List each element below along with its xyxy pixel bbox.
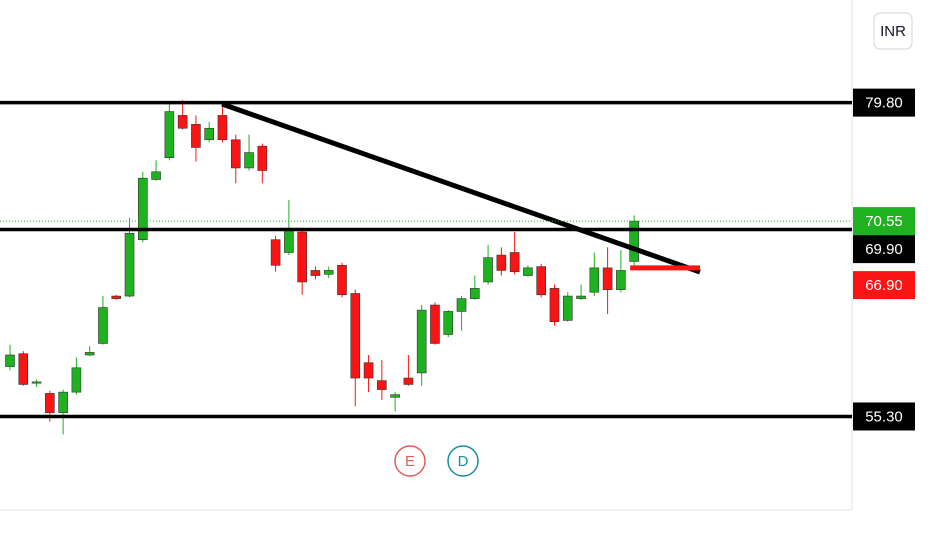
level-label: 55.30 [865, 408, 903, 425]
level-box [853, 235, 915, 264]
candle-body [45, 393, 55, 413]
candle-body [616, 270, 626, 290]
candle-body [230, 139, 241, 169]
candle-body [5, 354, 15, 367]
level-box [853, 402, 915, 431]
candle-body [509, 252, 520, 273]
alert-box [853, 271, 915, 300]
event-label: D [458, 453, 469, 470]
candles [5, 100, 639, 435]
candle-body [363, 362, 374, 379]
candle-body [284, 229, 294, 253]
candle-body [151, 171, 161, 180]
candle-body [323, 270, 334, 275]
candle-body [483, 257, 493, 283]
trend-line[interactable] [221, 101, 701, 275]
candle-body [111, 295, 122, 299]
candle-body [270, 239, 281, 266]
candle-body [523, 267, 533, 276]
alert-label: 66.90 [865, 277, 903, 294]
candle-body [536, 266, 547, 296]
level-label: 69.90 [865, 241, 903, 258]
candle-body [191, 124, 201, 148]
candle-body [310, 270, 321, 276]
candle-body [377, 380, 387, 390]
candle-body [629, 220, 639, 262]
candle-body [602, 267, 613, 290]
candle-body [496, 254, 507, 271]
level-box [853, 88, 915, 117]
candle-body [18, 353, 29, 385]
candle-body [350, 293, 361, 379]
candle-body [443, 311, 454, 335]
event-label: E [405, 453, 415, 470]
candle-body [177, 115, 188, 129]
candle-body [403, 377, 414, 385]
candle-body [416, 309, 427, 374]
level-label: 79.80 [865, 95, 903, 112]
event-earnings[interactable] [394, 445, 426, 477]
candle-body [58, 391, 68, 413]
candle-body [456, 298, 467, 312]
last-price-box [853, 207, 915, 236]
currency-button[interactable] [873, 12, 913, 50]
candle-body [31, 381, 42, 384]
candle-body [337, 265, 347, 296]
candle-body [430, 304, 440, 344]
currency-label: INR [880, 23, 906, 40]
candle-body [562, 295, 573, 321]
candle-body [244, 152, 254, 169]
candle-body [84, 352, 95, 356]
candle-body [124, 232, 135, 297]
candle-body [390, 394, 400, 398]
overlay [0, 100, 852, 419]
candle-body [98, 307, 108, 344]
last-price-label: 70.55 [865, 213, 903, 230]
candle-body [469, 288, 480, 299]
candle-body [164, 111, 175, 159]
candle-body [297, 231, 307, 283]
candle-body [71, 367, 82, 393]
candle-body [204, 127, 214, 141]
candle-body [589, 267, 600, 293]
candle-body [576, 295, 586, 299]
event-dividend[interactable] [447, 445, 479, 477]
candle-body [217, 115, 228, 141]
candle-body [549, 288, 560, 322]
candle-body [257, 145, 268, 171]
candle-body [138, 177, 148, 240]
